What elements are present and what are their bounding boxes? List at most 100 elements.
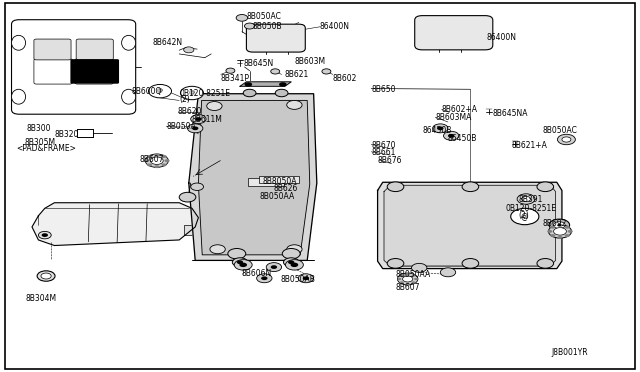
Circle shape [462,182,479,192]
Text: 8B620: 8B620 [178,107,202,116]
Circle shape [397,278,401,280]
Circle shape [195,117,202,121]
Circle shape [437,126,444,130]
Circle shape [144,159,149,162]
Circle shape [180,86,204,100]
Circle shape [41,273,51,279]
Text: 8B650: 8B650 [371,85,396,94]
Circle shape [150,157,163,164]
FancyBboxPatch shape [34,59,72,84]
Circle shape [285,260,303,270]
Text: 86450B: 86450B [448,134,477,143]
Text: 86400N: 86400N [486,33,516,42]
Circle shape [462,259,479,268]
Bar [259,176,299,183]
Circle shape [406,273,410,275]
Circle shape [557,236,563,239]
Circle shape [147,163,152,166]
Text: 0B120-8251E: 0B120-8251E [506,204,557,213]
Text: 8B621: 8B621 [285,70,309,79]
Circle shape [564,234,570,237]
Circle shape [257,274,272,283]
FancyBboxPatch shape [75,59,113,84]
Text: 8B320: 8B320 [54,130,79,139]
Text: 8B341P: 8B341P [221,74,250,83]
Text: (2): (2) [518,211,529,220]
Circle shape [228,248,246,259]
Circle shape [161,163,166,166]
Text: 8B050AC: 8B050AC [543,126,577,135]
Circle shape [184,47,194,53]
Circle shape [279,82,287,87]
FancyBboxPatch shape [76,39,113,60]
Circle shape [42,233,48,237]
Text: 8B645NA: 8B645NA [493,109,528,118]
Circle shape [271,69,280,74]
Text: 8B300: 8B300 [27,124,51,133]
Polygon shape [378,182,562,269]
Circle shape [554,228,566,235]
Circle shape [288,260,294,264]
Circle shape [406,283,410,285]
Text: <PAD&FRAME>: <PAD&FRAME> [16,144,76,153]
Circle shape [387,259,404,268]
Circle shape [387,182,404,192]
Circle shape [266,263,282,272]
Circle shape [161,155,166,158]
Text: 8B692: 8B692 [543,219,567,228]
Text: 86450B: 86450B [422,126,452,135]
Circle shape [568,230,573,233]
Circle shape [271,265,277,269]
Circle shape [164,159,170,162]
Circle shape [37,271,55,281]
Circle shape [261,276,268,280]
Text: 8B600Q: 8B600Q [131,87,161,96]
Text: 8B603MA: 8B603MA [435,113,472,122]
Circle shape [412,275,415,277]
Text: 8B050AA: 8B050AA [396,270,431,279]
Circle shape [397,273,418,285]
Circle shape [210,245,225,254]
Ellipse shape [12,35,26,50]
FancyBboxPatch shape [415,16,493,50]
Text: 8B661: 8B661 [371,148,396,157]
Circle shape [191,183,204,190]
Circle shape [550,234,556,237]
Circle shape [284,258,299,267]
Circle shape [444,131,459,140]
Circle shape [433,124,448,133]
Circle shape [562,137,571,142]
Circle shape [232,258,248,267]
Polygon shape [32,203,198,246]
Circle shape [237,260,243,264]
Polygon shape [189,94,317,260]
Circle shape [154,153,159,156]
Circle shape [557,224,561,226]
Text: 8B8050A: 8B8050A [262,177,297,186]
FancyBboxPatch shape [12,20,136,114]
Text: 8B391: 8B391 [518,195,543,203]
Circle shape [303,276,309,280]
Text: 8B607: 8B607 [140,155,164,164]
Circle shape [537,182,554,192]
Text: J8B001YR: J8B001YR [552,348,588,357]
FancyBboxPatch shape [70,59,119,84]
Text: 8B676: 8B676 [378,156,402,165]
Text: 8B050B: 8B050B [253,22,282,31]
Circle shape [400,275,404,277]
Circle shape [207,102,222,110]
Text: 8B050AC: 8B050AC [246,12,281,21]
Polygon shape [384,185,556,266]
Text: 8B304M: 8B304M [26,294,57,303]
Text: 8B050AB: 8B050AB [280,275,315,284]
Circle shape [191,115,206,124]
Circle shape [192,126,198,130]
Circle shape [403,276,413,282]
Bar [248,178,284,186]
Circle shape [511,208,539,225]
Circle shape [517,194,535,204]
Text: 8B603M: 8B603M [294,57,326,66]
Text: @: @ [521,212,529,221]
Circle shape [537,259,554,268]
Circle shape [226,68,235,73]
